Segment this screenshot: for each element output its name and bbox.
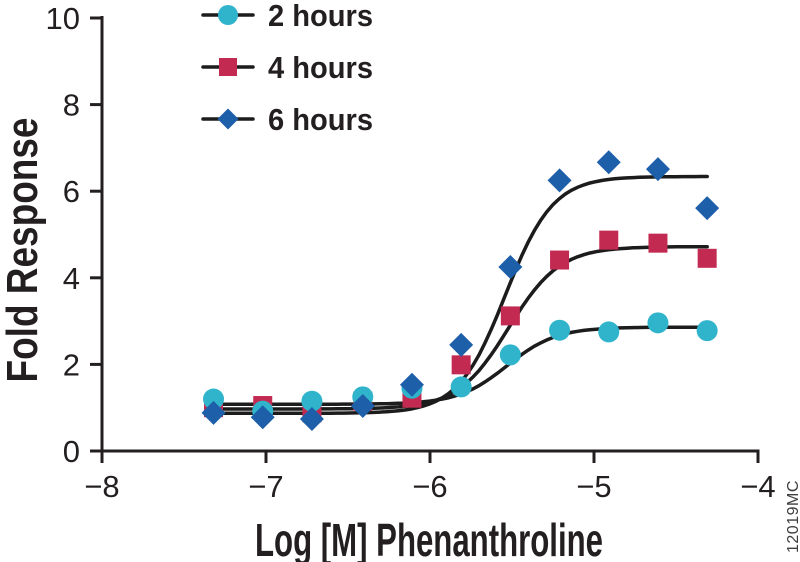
marker-diamond-6-hours [201,400,226,425]
marker-diamond-6-hours [250,405,275,430]
y-axis-label: Fold Response [0,118,47,383]
y-tick-label: 10 [46,1,80,36]
legend-labels: 2 hours 4 hours 6 hours [268,0,373,137]
axes: −8 −7 −6 −5 −4 0 2 4 6 8 10 [46,1,776,504]
marker-circle-2-hours [598,321,620,343]
legend-label-2-hours: 2 hours [268,0,373,33]
data-markers [201,150,720,431]
marker-diamond-6-hours [498,254,523,279]
legend-marker-diamond [217,108,239,130]
marker-square-4-hours [550,250,570,270]
marker-diamond-6-hours [350,393,375,418]
x-tick-label: −7 [248,469,283,504]
y-tick-label: 4 [63,261,80,296]
legend [201,5,255,130]
marker-circle-2-hours [301,390,323,412]
marker-circle-2-hours [696,320,718,342]
marker-diamond-6-hours [449,332,474,357]
marker-diamond-6-hours [547,168,572,193]
x-tick-label: −6 [412,469,447,504]
x-tick-label: −5 [576,469,611,504]
marker-diamond-6-hours [645,157,670,182]
marker-diamond-6-hours [399,372,424,397]
marker-circle-2-hours [450,376,472,398]
marker-square-4-hours [697,248,717,268]
marker-square-4-hours [648,233,668,253]
marker-circle-2-hours [549,319,571,341]
x-tick-label: −8 [84,469,119,504]
marker-diamond-6-hours [695,196,720,221]
legend-marker-square [219,58,237,76]
x-tick-label: −4 [740,469,775,504]
marker-diamond-6-hours [596,150,621,175]
y-tick-label: 8 [63,88,80,123]
y-tick-label: 0 [63,434,80,469]
marker-circle-2-hours [499,344,521,366]
marker-square-4-hours [500,306,520,326]
legend-label-6-hours: 6 hours [268,102,373,137]
marker-diamond-6-hours [299,406,324,431]
x-axis-label: Log [M] Phenanthroline [255,514,603,562]
marker-circle-2-hours [647,312,669,334]
legend-marker-circle [218,5,238,25]
y-tick-label: 6 [63,174,80,209]
legend-label-4-hours: 4 hours [268,50,373,85]
y-tick-label: 2 [63,347,80,382]
watermark: 12019MC [785,480,800,553]
marker-square-4-hours [451,355,471,375]
marker-circle-2-hours [203,388,225,410]
marker-square-4-hours [599,230,619,250]
